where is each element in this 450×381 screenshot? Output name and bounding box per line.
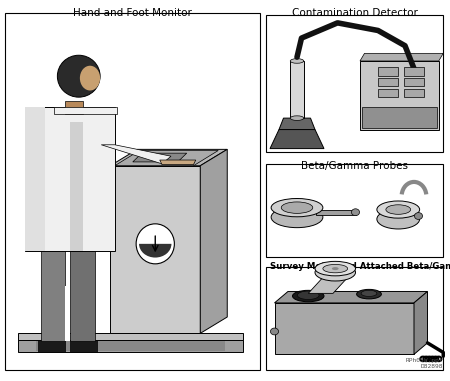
Polygon shape: [200, 149, 227, 333]
Bar: [5, 13, 260, 370]
Text: Hand and Foot Monitor: Hand and Foot Monitor: [73, 8, 192, 18]
Polygon shape: [290, 61, 304, 118]
Polygon shape: [274, 303, 414, 354]
Text: RPh05a.ppt
D82898: RPh05a.ppt D82898: [406, 358, 443, 369]
Ellipse shape: [323, 264, 347, 273]
Polygon shape: [18, 333, 243, 340]
Wedge shape: [139, 244, 171, 258]
Ellipse shape: [80, 66, 100, 90]
Polygon shape: [360, 53, 443, 61]
Ellipse shape: [315, 261, 356, 276]
Polygon shape: [65, 101, 83, 114]
Ellipse shape: [271, 207, 323, 228]
Bar: [404, 89, 424, 97]
Polygon shape: [360, 61, 439, 130]
Polygon shape: [115, 150, 218, 166]
Polygon shape: [18, 340, 243, 352]
Bar: [378, 67, 398, 76]
Polygon shape: [36, 341, 225, 351]
Bar: [266, 15, 443, 152]
Polygon shape: [279, 118, 315, 130]
Ellipse shape: [351, 209, 360, 216]
Bar: [362, 107, 436, 128]
Bar: [378, 89, 398, 97]
Polygon shape: [270, 130, 324, 149]
Polygon shape: [40, 251, 65, 341]
Polygon shape: [70, 251, 94, 341]
Ellipse shape: [361, 290, 377, 296]
Ellipse shape: [270, 328, 279, 335]
Polygon shape: [274, 291, 428, 303]
Polygon shape: [316, 210, 356, 215]
Polygon shape: [101, 145, 171, 164]
Polygon shape: [110, 149, 227, 166]
Text: Contamination Detector: Contamination Detector: [292, 8, 418, 18]
Bar: [404, 78, 424, 86]
Bar: [266, 267, 443, 370]
Polygon shape: [110, 166, 200, 333]
Bar: [404, 67, 424, 76]
Ellipse shape: [292, 290, 324, 302]
Ellipse shape: [58, 55, 100, 97]
Ellipse shape: [377, 201, 419, 218]
Polygon shape: [25, 107, 115, 251]
Polygon shape: [414, 291, 427, 354]
Polygon shape: [308, 276, 349, 293]
Text: Beta/Gamma Probes: Beta/Gamma Probes: [301, 161, 408, 171]
Bar: [378, 78, 398, 86]
Ellipse shape: [281, 202, 313, 213]
Ellipse shape: [297, 291, 319, 299]
Polygon shape: [25, 107, 45, 251]
Polygon shape: [54, 107, 117, 114]
Ellipse shape: [332, 267, 338, 270]
Polygon shape: [133, 153, 187, 162]
Ellipse shape: [290, 116, 304, 120]
Polygon shape: [70, 340, 97, 352]
Text: Survey Meter and Attached Beta/Gamma Probe: Survey Meter and Attached Beta/Gamma Pro…: [270, 262, 450, 271]
Polygon shape: [38, 340, 65, 352]
Ellipse shape: [414, 213, 423, 219]
Ellipse shape: [315, 264, 356, 281]
Ellipse shape: [377, 209, 419, 229]
Ellipse shape: [290, 59, 304, 63]
Polygon shape: [70, 122, 83, 251]
Bar: [266, 164, 443, 257]
Polygon shape: [160, 160, 196, 165]
Ellipse shape: [136, 224, 175, 264]
Ellipse shape: [271, 199, 323, 217]
Polygon shape: [65, 286, 70, 341]
Ellipse shape: [356, 290, 382, 299]
Ellipse shape: [386, 205, 410, 214]
